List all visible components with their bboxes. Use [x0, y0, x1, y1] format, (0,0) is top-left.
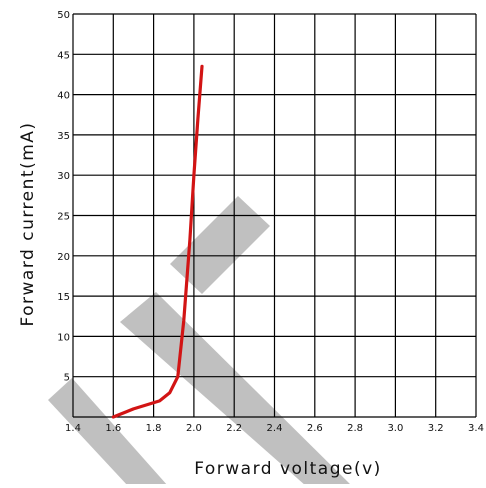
y-tick-label: 45: [57, 50, 70, 61]
watermark-bar-left: [48, 378, 168, 486]
x-axis-label: Forward voltage(v): [194, 459, 382, 479]
y-tick-label: 40: [57, 91, 70, 102]
watermark-bar-middle: [120, 292, 352, 486]
x-tick-label: 1.6: [105, 423, 121, 434]
y-tick-label: 35: [57, 131, 70, 142]
grid: [72, 13, 477, 418]
x-tick-label: 3.4: [468, 423, 484, 434]
tick-labels: 1.4 1.6 1.8 2.0 2.2 2.4 2.6 2.8 3.0 3.2 3.4 5 10 15 20…: [57, 10, 484, 434]
y-tick-label: 10: [57, 332, 70, 343]
x-tick-label: 1.8: [146, 423, 162, 434]
watermark-bar-top: [170, 196, 270, 294]
y-tick-label: 25: [57, 212, 70, 223]
watermark: [48, 196, 352, 486]
x-tick-label: 2.6: [307, 423, 323, 434]
series-layer: [111, 64, 204, 419]
x-tick-label: 2.0: [186, 423, 202, 434]
y-tick-label: 20: [57, 252, 70, 263]
y-tick-label: 30: [57, 171, 70, 182]
x-tick-label: 2.2: [226, 423, 242, 434]
x-tick-label: 2.8: [347, 423, 363, 434]
y-tick-label: 50: [57, 10, 70, 21]
series-line: [111, 64, 204, 419]
x-tick-label: 3.0: [387, 423, 403, 434]
x-tick-label: 3.2: [428, 423, 444, 434]
x-tick-label: 1.4: [65, 423, 81, 434]
x-tick-label: 2.4: [267, 423, 283, 434]
y-tick-label: 15: [57, 292, 70, 303]
y-tick-label: 5: [64, 373, 70, 384]
y-axis-label: Forward current(mA): [18, 121, 38, 326]
